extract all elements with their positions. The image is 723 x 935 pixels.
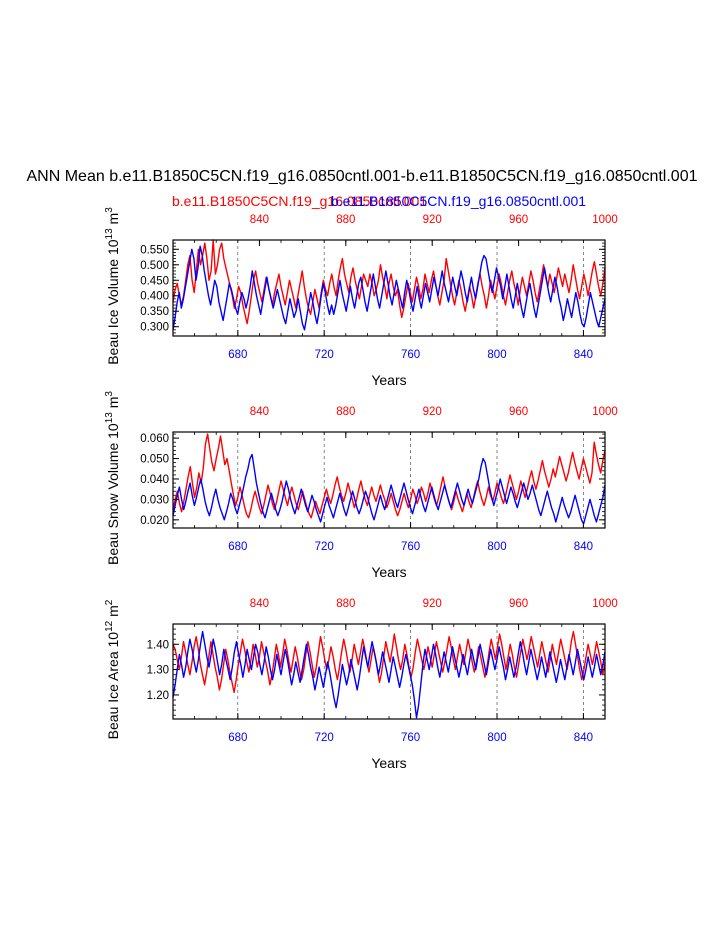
- plot-frame: [172, 623, 606, 720]
- x-tick-label-top: 960: [509, 214, 528, 226]
- chart-panel-3: 1.20 1.30 1.40 680 720 760 800 840 840 880 920 960 1…: [104, 598, 618, 771]
- y-tick-label: 0.400: [140, 291, 169, 303]
- y-axis-label: Beau Ice Area 1012 m2: [104, 599, 121, 739]
- x-tick-label-bottom: 760: [401, 732, 420, 744]
- y-tick-label: 0.050: [140, 454, 169, 466]
- x-tick-label-top: 920: [423, 214, 442, 226]
- series-line-red: [172, 630, 606, 694]
- y-tick-label: 0.500: [140, 260, 169, 272]
- x-tick-label-top: 1000: [592, 406, 618, 418]
- y-axis-label: Beau Snow Volume 1013 m3: [104, 391, 121, 565]
- x-tick-label-top: 840: [250, 214, 269, 226]
- x-tick-label-top: 920: [423, 406, 442, 418]
- x-tick-label-top: 960: [509, 406, 528, 418]
- y-tick-label: 0.300: [140, 322, 169, 334]
- legend-blue-label: b.e11.B1850C5CN.f19_g16.0850cntl.001: [331, 193, 586, 209]
- x-tick-label-bottom: 840: [574, 349, 593, 361]
- x-tick-label-bottom: 840: [574, 732, 593, 744]
- y-tick-label: 1.40: [147, 639, 169, 651]
- y-tick-label: 0.450: [140, 275, 169, 287]
- chart-panel-2: 0.020 0.030 0.040 0.050 0.060 680 720 760 800 840…: [104, 391, 618, 580]
- x-tick-label-bottom: 800: [487, 349, 506, 361]
- y-tick-label: 0.060: [140, 433, 169, 445]
- y-tick-label: 1.20: [147, 690, 169, 702]
- x-tick-label-top: 1000: [592, 214, 618, 226]
- chart-panel-1: 0.300 0.350 0.400 0.450 0.500 0.550 680 720 760 8…: [104, 207, 618, 388]
- legend-red-label: b.e11.B1850C5CN.f19_g16.0850cntl.001: [172, 193, 427, 209]
- chart-panels: 0.300 0.350 0.400 0.450 0.500 0.550 680 720 760 8…: [104, 207, 618, 771]
- y-tick-label: 0.550: [140, 244, 169, 256]
- plot-frame: [172, 431, 606, 529]
- series-line-red: [172, 239, 606, 325]
- x-tick-label-bottom: 680: [228, 349, 247, 361]
- x-tick-label-bottom: 680: [228, 541, 247, 553]
- series-line-blue: [172, 245, 606, 331]
- x-tick-label-top: 840: [250, 598, 269, 610]
- x-tick-label-bottom: 800: [487, 732, 506, 744]
- y-tick-label: 1.30: [147, 665, 169, 677]
- chart-title: ANN Mean b.e11.B1850C5CN.f19_g16.0850cnt…: [27, 168, 698, 185]
- y-tick-label: 0.350: [140, 306, 169, 318]
- x-tick-label-top: 960: [509, 598, 528, 610]
- x-tick-label-bottom: 720: [315, 541, 334, 553]
- x-tick-label-top: 880: [336, 214, 355, 226]
- y-tick-label: 0.030: [140, 494, 169, 506]
- y-axis-label: Beau Ice Volume 1013 m3: [104, 207, 121, 365]
- x-tick-label-top: 880: [336, 406, 355, 418]
- y-tick-label: 0.020: [140, 515, 169, 527]
- x-tick-label-bottom: 680: [228, 732, 247, 744]
- y-tick-label: 0.040: [140, 474, 169, 486]
- x-tick-label-bottom: 720: [315, 349, 334, 361]
- plot-frame: [172, 239, 606, 337]
- x-axis-label: Years: [371, 372, 406, 388]
- x-axis-label: Years: [371, 755, 406, 771]
- x-tick-label-bottom: 760: [401, 541, 420, 553]
- x-tick-label-bottom: 840: [574, 541, 593, 553]
- x-tick-label-bottom: 760: [401, 349, 420, 361]
- x-axis-label: Years: [371, 564, 406, 580]
- x-tick-label-bottom: 800: [487, 541, 506, 553]
- x-tick-label-top: 840: [250, 406, 269, 418]
- x-tick-label-bottom: 720: [315, 732, 334, 744]
- series-line-blue: [172, 630, 606, 719]
- series-line-red: [172, 433, 606, 519]
- x-tick-label-top: 880: [336, 598, 355, 610]
- x-tick-label-top: 920: [423, 598, 442, 610]
- series-line-blue: [172, 453, 606, 525]
- x-tick-label-top: 1000: [592, 598, 618, 610]
